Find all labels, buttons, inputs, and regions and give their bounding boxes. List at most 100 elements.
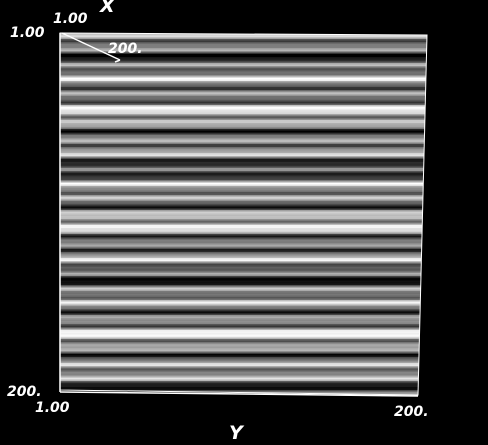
stripe bbox=[60, 249, 427, 251]
stripe bbox=[60, 85, 427, 88]
stripe bbox=[60, 151, 427, 154]
stripe bbox=[60, 295, 427, 298]
stripe bbox=[60, 102, 427, 104]
stripe bbox=[60, 169, 427, 172]
stripe bbox=[60, 67, 427, 70]
stripe bbox=[60, 208, 427, 211]
stripe bbox=[60, 196, 427, 199]
stripe bbox=[60, 91, 427, 94]
stripe bbox=[60, 37, 427, 40]
stripe bbox=[60, 306, 427, 308]
stripe bbox=[60, 130, 427, 133]
stripe bbox=[60, 324, 427, 326]
stripe bbox=[60, 367, 427, 370]
stripe bbox=[60, 132, 427, 134]
stripe bbox=[60, 111, 427, 113]
stripe bbox=[60, 376, 427, 379]
stripe bbox=[60, 61, 427, 64]
y-axis-title: Y bbox=[229, 422, 245, 444]
stripe bbox=[60, 217, 427, 220]
stripe bbox=[60, 358, 427, 361]
stripe bbox=[60, 240, 427, 242]
stripe bbox=[60, 273, 427, 275]
stripe bbox=[60, 265, 427, 268]
stripe bbox=[60, 51, 427, 53]
stripe bbox=[60, 370, 427, 373]
stripe bbox=[60, 247, 427, 250]
stripe bbox=[60, 106, 427, 109]
stripe bbox=[60, 343, 427, 346]
stripe bbox=[60, 201, 427, 203]
stripe bbox=[60, 238, 427, 241]
stripe bbox=[60, 289, 427, 292]
stripe bbox=[60, 165, 427, 167]
stripe bbox=[60, 42, 427, 44]
stripe bbox=[60, 81, 427, 83]
vertical-tick-label: 1.00 bbox=[10, 25, 45, 41]
stripe bbox=[60, 244, 427, 247]
stripe bbox=[60, 234, 427, 236]
stripe bbox=[60, 160, 427, 163]
stripe bbox=[60, 39, 427, 41]
stripe bbox=[60, 268, 427, 271]
stripe bbox=[60, 157, 427, 160]
stripe bbox=[60, 321, 427, 323]
stripe bbox=[60, 117, 427, 119]
stripe bbox=[60, 84, 427, 86]
stripe bbox=[60, 82, 427, 85]
stripe bbox=[60, 312, 427, 314]
stripe bbox=[60, 181, 427, 184]
stripe bbox=[60, 301, 427, 304]
stripe bbox=[60, 123, 427, 125]
stripe bbox=[60, 108, 427, 110]
stripe bbox=[60, 147, 427, 149]
stripe bbox=[60, 226, 427, 229]
stripe bbox=[60, 76, 427, 79]
stripe bbox=[60, 219, 427, 221]
stripe bbox=[60, 333, 427, 335]
stripe bbox=[60, 57, 427, 59]
x-axis-line bbox=[61, 32, 121, 61]
y-tick-label: 1.00 bbox=[35, 400, 70, 416]
stripe bbox=[60, 133, 427, 136]
stripe bbox=[60, 252, 427, 254]
x-tick-label: 200. bbox=[108, 41, 143, 57]
stripe bbox=[60, 294, 427, 296]
stripe bbox=[60, 100, 427, 103]
stripe bbox=[60, 93, 427, 95]
stripe bbox=[60, 178, 427, 181]
stripe bbox=[60, 298, 427, 301]
stripe bbox=[60, 222, 427, 224]
stripe bbox=[60, 283, 427, 286]
stripe bbox=[60, 210, 427, 212]
vertical-tick-label: 200. bbox=[7, 384, 42, 400]
stripe bbox=[60, 345, 427, 347]
stripe bbox=[60, 109, 427, 112]
stripe bbox=[60, 199, 427, 202]
stripe bbox=[60, 144, 427, 146]
stripe bbox=[60, 177, 427, 179]
stripe bbox=[60, 135, 427, 137]
stripe bbox=[60, 163, 427, 166]
stripe bbox=[60, 213, 427, 215]
stripe bbox=[60, 156, 427, 158]
stripe bbox=[60, 378, 427, 380]
stripe bbox=[60, 363, 427, 365]
stripe bbox=[60, 229, 427, 232]
stripe bbox=[60, 279, 427, 281]
stripe bbox=[60, 303, 427, 305]
stripe bbox=[60, 250, 427, 253]
stripe bbox=[60, 297, 427, 299]
striped-surface bbox=[60, 33, 427, 395]
stripe bbox=[60, 319, 427, 322]
stripe bbox=[60, 340, 427, 343]
stripe bbox=[60, 126, 427, 128]
stripe bbox=[60, 145, 427, 148]
stripe bbox=[60, 262, 427, 265]
stripe bbox=[60, 58, 427, 61]
stripe bbox=[60, 231, 427, 233]
stripe bbox=[60, 246, 427, 248]
stripe bbox=[60, 225, 427, 227]
stripe bbox=[60, 235, 427, 238]
stripe bbox=[60, 49, 427, 52]
